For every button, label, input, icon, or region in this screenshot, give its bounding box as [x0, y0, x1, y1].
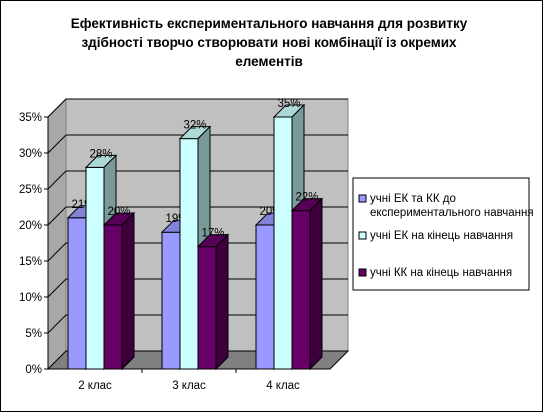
- data-label: 20%: [107, 206, 130, 218]
- bar-front: [179, 138, 199, 370]
- bar-side: [215, 233, 229, 371]
- legend-swatch: [358, 268, 367, 277]
- bar-front: [67, 217, 87, 370]
- chart-title-line-2: здібності творчо створювати нові комбіна…: [81, 35, 457, 50]
- data-label: 17%: [201, 228, 224, 240]
- plot-side-wall: [47, 97, 67, 371]
- chart-title: Ефективність експериментального навчання…: [71, 16, 468, 69]
- bar: [196, 233, 230, 371]
- data-label: 28%: [89, 148, 112, 160]
- gridline-side: [47, 314, 67, 334]
- gridline-side: [47, 206, 67, 226]
- gridline-side: [47, 278, 67, 298]
- chart-title-line-1: Ефективність експериментального навчання…: [71, 16, 468, 31]
- x-tick-label: 4 клас: [266, 380, 300, 392]
- y-tick-label: 20%: [19, 220, 42, 232]
- legend-swatch: [358, 194, 367, 203]
- chart-title-line-3: елементів: [235, 54, 303, 69]
- y-tick-label: 5%: [25, 328, 42, 340]
- data-label: 22%: [295, 192, 318, 204]
- data-label: 35%: [277, 98, 300, 110]
- legend-label: учні КК на кінець навчання: [370, 267, 512, 279]
- bar-front: [197, 246, 217, 370]
- legend-label: учні ЕК на кінець навчання: [370, 230, 513, 242]
- bar-side: [121, 211, 135, 371]
- gridline-side: [47, 98, 67, 118]
- gridline-side: [47, 170, 67, 190]
- bar-front: [291, 210, 311, 370]
- y-tick-label: 30%: [19, 148, 42, 160]
- bar-front: [103, 224, 123, 370]
- y-tick-label: 0%: [25, 364, 42, 376]
- legend-box: [352, 177, 530, 291]
- y-tick-label: 25%: [19, 184, 42, 196]
- x-tick-label: 2 клас: [78, 380, 112, 392]
- legend-label: експериментального навчання: [370, 207, 534, 219]
- plot-area: 0%5%10%15%20%25%30%35%21%28%20%2 клас19%…: [19, 97, 350, 392]
- gridline-side: [47, 134, 67, 154]
- bar: [290, 197, 324, 371]
- bar-front: [85, 166, 105, 370]
- legend-label: учні ЕК та КК до: [370, 193, 456, 205]
- y-tick-label: 15%: [19, 256, 42, 268]
- legend-swatch: [358, 231, 367, 240]
- bar-front: [255, 224, 275, 370]
- x-tick-label: 3 клас: [172, 380, 206, 392]
- bar-side: [309, 197, 323, 371]
- data-label: 32%: [183, 120, 206, 132]
- gridline-side: [47, 242, 67, 262]
- y-tick-label: 35%: [19, 112, 42, 124]
- bar: [102, 211, 136, 371]
- legend: учні ЕК та КК до експериментального навча…: [352, 177, 534, 291]
- bar-front: [273, 116, 293, 370]
- y-tick-label: 10%: [19, 292, 42, 304]
- bar-front: [161, 231, 181, 370]
